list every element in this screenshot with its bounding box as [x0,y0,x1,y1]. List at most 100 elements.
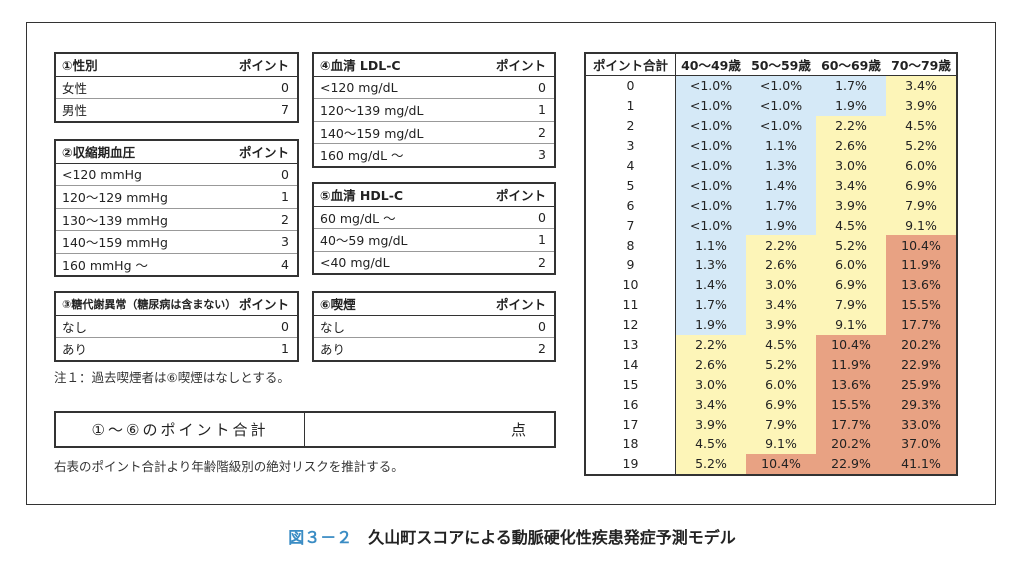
row-points: 4 [281,256,289,272]
risk-cell: 3.9% [675,414,746,435]
row-label: <120 mg/dL [320,79,398,95]
risk-cell: <1.0% [746,75,816,96]
point-total-cell: 7 [585,215,676,236]
risk-cell: 37.0% [886,434,957,454]
risk-cell: 2.6% [816,135,886,156]
risk-cell: 13.6% [816,374,886,395]
point-total-cell: 1 [585,95,676,116]
point-total-cell: 2 [585,115,676,136]
points-header: ポイント [495,188,546,204]
row-points: 0 [538,318,546,334]
header-age-group: 60～69歳 [816,53,886,76]
risk-cell: 5.2% [675,453,746,475]
row-label: あり [62,342,88,358]
table-row: 6 <1.0% 1.7% 3.9% 7.9% [585,195,957,216]
risk-cell: <1.0% [675,195,746,216]
points-header: ポイント [238,297,289,313]
box-header: ③糖代謝異常（糖尿病は含まない） ポイント [56,293,297,316]
risk-cell: 10.4% [746,453,816,475]
box-row: あり 1 [56,337,297,360]
risk-cell: 7.9% [886,195,957,216]
box-title: ③糖代謝異常（糖尿病は含まない） [62,297,237,311]
row-label: <40 mg/dL [320,254,390,270]
point-total-cell: 4 [585,155,676,176]
table-row: 4 <1.0% 1.3% 3.0% 6.0% [585,155,957,176]
point-sum-box: ①～⑥のポイント合計 点 [54,411,556,448]
box-systolic-bp: ②収縮期血圧 ポイント <120 mmHg 0 120～129 mmHg 1 130～139… [54,139,299,277]
box-row: 160 mmHg ～ 4 [56,252,297,276]
box-title: ⑥喫煙 [320,297,356,313]
risk-table-header: ポイント合計 40～49歳 50～59歳 60～69歳 70～79歳 [585,53,957,76]
risk-cell: 1.3% [746,155,816,176]
risk-cell: 3.9% [816,195,886,216]
row-points: 3 [281,234,289,250]
point-sum-field[interactable]: 点 [305,413,554,446]
risk-cell: 4.5% [675,434,746,454]
box-row: 140～159 mmHg 3 [56,230,297,253]
risk-cell: <1.0% [675,155,746,176]
risk-cell: 6.9% [746,394,816,415]
risk-cell: 22.9% [886,354,957,375]
points-header: ポイント [238,145,289,161]
caption-title: 久山町スコアによる動脈硬化性疾患発症予測モデル [368,528,736,547]
row-label: 160 mg/dL ～ [320,148,404,164]
row-label: なし [62,319,88,335]
risk-cell: 3.0% [675,374,746,395]
risk-table: ポイント合計 40～49歳 50～59歳 60～69歳 70～79歳 0 <1.0% <1.… [584,52,958,476]
row-label: なし [320,319,346,335]
risk-cell: 17.7% [886,314,957,335]
box-header: ⑥喫煙 ポイント [314,293,554,316]
risk-cell: 5.2% [746,354,816,375]
point-total-cell: 14 [585,354,676,375]
risk-cell: <1.0% [746,95,816,116]
risk-cell: 6.9% [816,274,886,295]
risk-cell: 1.9% [746,215,816,236]
row-points: 1 [281,189,289,205]
row-points: 2 [538,254,546,270]
points-header: ポイント [238,58,289,74]
risk-cell: 11.9% [816,354,886,375]
header-age-group: 40～49歳 [675,53,746,76]
box-row: 60 mg/dL ～ 0 [314,207,554,229]
table-row: 9 1.3% 2.6% 6.0% 11.9% [585,255,957,275]
box-row: なし 0 [314,316,554,338]
point-total-cell: 12 [585,314,676,335]
risk-cell: 3.0% [746,274,816,295]
box-title: ④血清 LDL-C [320,58,401,74]
figure-caption: 図３－２ 久山町スコアによる動脈硬化性疾患発症予測モデル [0,524,1024,548]
row-label: 130～139 mmHg [62,212,168,228]
box-title: ②収縮期血圧 [62,145,136,161]
box-row: <120 mg/dL 0 [314,77,554,99]
risk-cell: 20.2% [886,334,957,355]
box-header: ①性別 ポイント [56,54,297,77]
point-total-cell: 15 [585,374,676,395]
box-header: ④血清 LDL-C ポイント [314,54,554,77]
risk-cell: 7.9% [816,294,886,315]
risk-cell: 1.1% [746,135,816,156]
box-header: ⑤血清 HDL-C ポイント [314,184,554,207]
row-label: 男性 [62,103,88,119]
row-label: 60 mg/dL ～ [320,210,396,226]
box-ldl: ④血清 LDL-C ポイント <120 mg/dL 0 120～139 mg/dL 1 14… [312,52,556,168]
risk-cell: 2.2% [675,334,746,355]
risk-cell: 13.6% [886,274,957,295]
point-sum-label: ①～⑥のポイント合計 [56,413,305,446]
risk-cell: 1.1% [675,235,746,256]
table-row: 0 <1.0% <1.0% 1.7% 3.4% [585,75,957,96]
box-row: <40 mg/dL 2 [314,250,554,274]
row-label: 140～159 mg/dL [320,125,424,141]
box-row: 40～59 mg/dL 1 [314,228,554,251]
risk-cell: 3.9% [886,95,957,116]
row-label: 女性 [62,80,88,96]
risk-cell: 17.7% [816,414,886,435]
risk-cell: 11.9% [886,255,957,275]
table-row: 18 4.5% 9.1% 20.2% 37.0% [585,434,957,454]
caption-number: 図３－２ [288,528,353,547]
row-label: <120 mmHg [62,166,142,182]
risk-cell: 41.1% [886,453,957,475]
risk-cell: <1.0% [746,115,816,136]
risk-cell: <1.0% [675,215,746,236]
risk-cell: 1.7% [816,75,886,96]
point-total-cell: 16 [585,394,676,415]
risk-cell: 15.5% [886,294,957,315]
